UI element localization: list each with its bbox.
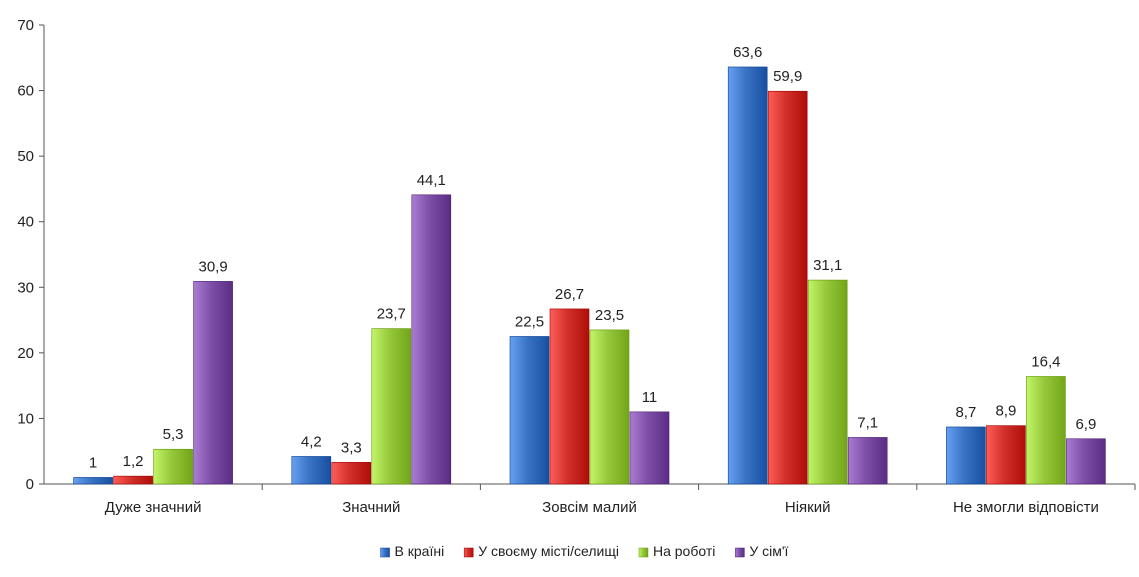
legend-swatch xyxy=(735,547,745,558)
bar xyxy=(411,194,452,485)
y-tick-label: 60 xyxy=(17,83,34,100)
data-label: 59,9 xyxy=(773,68,802,85)
legend-label: В країні xyxy=(395,543,445,559)
y-tick-label: 70 xyxy=(17,17,34,34)
bar xyxy=(193,281,233,485)
bar xyxy=(331,462,372,485)
x-category-label: Дуже значний xyxy=(105,499,202,516)
data-label: 11 xyxy=(642,389,658,406)
bar xyxy=(291,456,332,485)
data-labels-group: 1 1,2 5,3 30,9 4,2 3,3 23,7 44,1 22,5 26,7 23,5 11 6… xyxy=(89,44,1096,471)
bar xyxy=(986,425,1026,485)
legend-label: У сім'ї xyxy=(749,543,788,559)
bar xyxy=(727,66,768,485)
data-label: 4,2 xyxy=(301,433,322,450)
x-category-label: Ніякий xyxy=(785,499,831,516)
data-label: 8,9 xyxy=(995,403,1016,420)
y-tick-label: 10 xyxy=(17,410,34,427)
data-label: 22,5 xyxy=(515,313,544,330)
bar xyxy=(767,90,808,485)
bar xyxy=(1066,438,1106,485)
data-label: 5,3 xyxy=(163,426,184,443)
bar xyxy=(549,308,590,485)
y-tick-label: 40 xyxy=(17,214,34,231)
data-label: 1,2 xyxy=(123,453,144,470)
data-label: 44,1 xyxy=(417,172,446,189)
legend: В країні У своєму місті/селищі На роботі У … xyxy=(380,543,789,559)
bar xyxy=(1026,376,1066,485)
legend-label: У своєму місті/селищі xyxy=(478,543,619,559)
bar xyxy=(847,437,888,485)
y-tick-label: 30 xyxy=(17,279,34,296)
bar xyxy=(113,475,153,485)
data-label: 3,3 xyxy=(341,439,362,456)
x-category-label: Зовсім малий xyxy=(542,499,637,516)
legend-label: На роботі xyxy=(653,543,715,559)
legend-swatch xyxy=(463,547,474,558)
data-label: 23,5 xyxy=(595,307,624,324)
y-tick-label: 0 xyxy=(26,476,34,493)
x-category-label: Значний xyxy=(342,499,400,516)
bar xyxy=(807,279,848,485)
bar xyxy=(589,329,630,485)
data-label: 31,1 xyxy=(813,257,842,274)
bar xyxy=(509,336,550,485)
y-axis: 0 10 20 30 40 50 60 70 xyxy=(17,17,45,493)
data-label: 6,9 xyxy=(1075,416,1096,433)
data-label: 63,6 xyxy=(733,44,762,61)
x-axis: Дуже значний Значний Зовсім малий Ніякий Не … xyxy=(44,483,1136,516)
data-label: 30,9 xyxy=(198,258,227,275)
bar xyxy=(946,426,986,485)
data-label: 26,7 xyxy=(555,286,584,303)
y-tick-label: 20 xyxy=(17,345,34,362)
y-tick-label: 50 xyxy=(17,148,34,165)
bar xyxy=(629,411,670,485)
data-label: 8,7 xyxy=(955,404,976,421)
bar xyxy=(73,477,113,485)
bar xyxy=(371,328,412,485)
legend-swatch xyxy=(638,547,649,558)
data-label: 16,4 xyxy=(1031,353,1060,370)
data-label: 1 xyxy=(89,454,97,471)
data-label: 7,1 xyxy=(857,414,878,431)
x-category-label: Не змогли відповісти xyxy=(953,499,1099,516)
bar xyxy=(153,448,193,485)
legend-swatch xyxy=(380,547,390,558)
data-label: 23,7 xyxy=(377,306,406,323)
bars-group xyxy=(73,66,1106,485)
